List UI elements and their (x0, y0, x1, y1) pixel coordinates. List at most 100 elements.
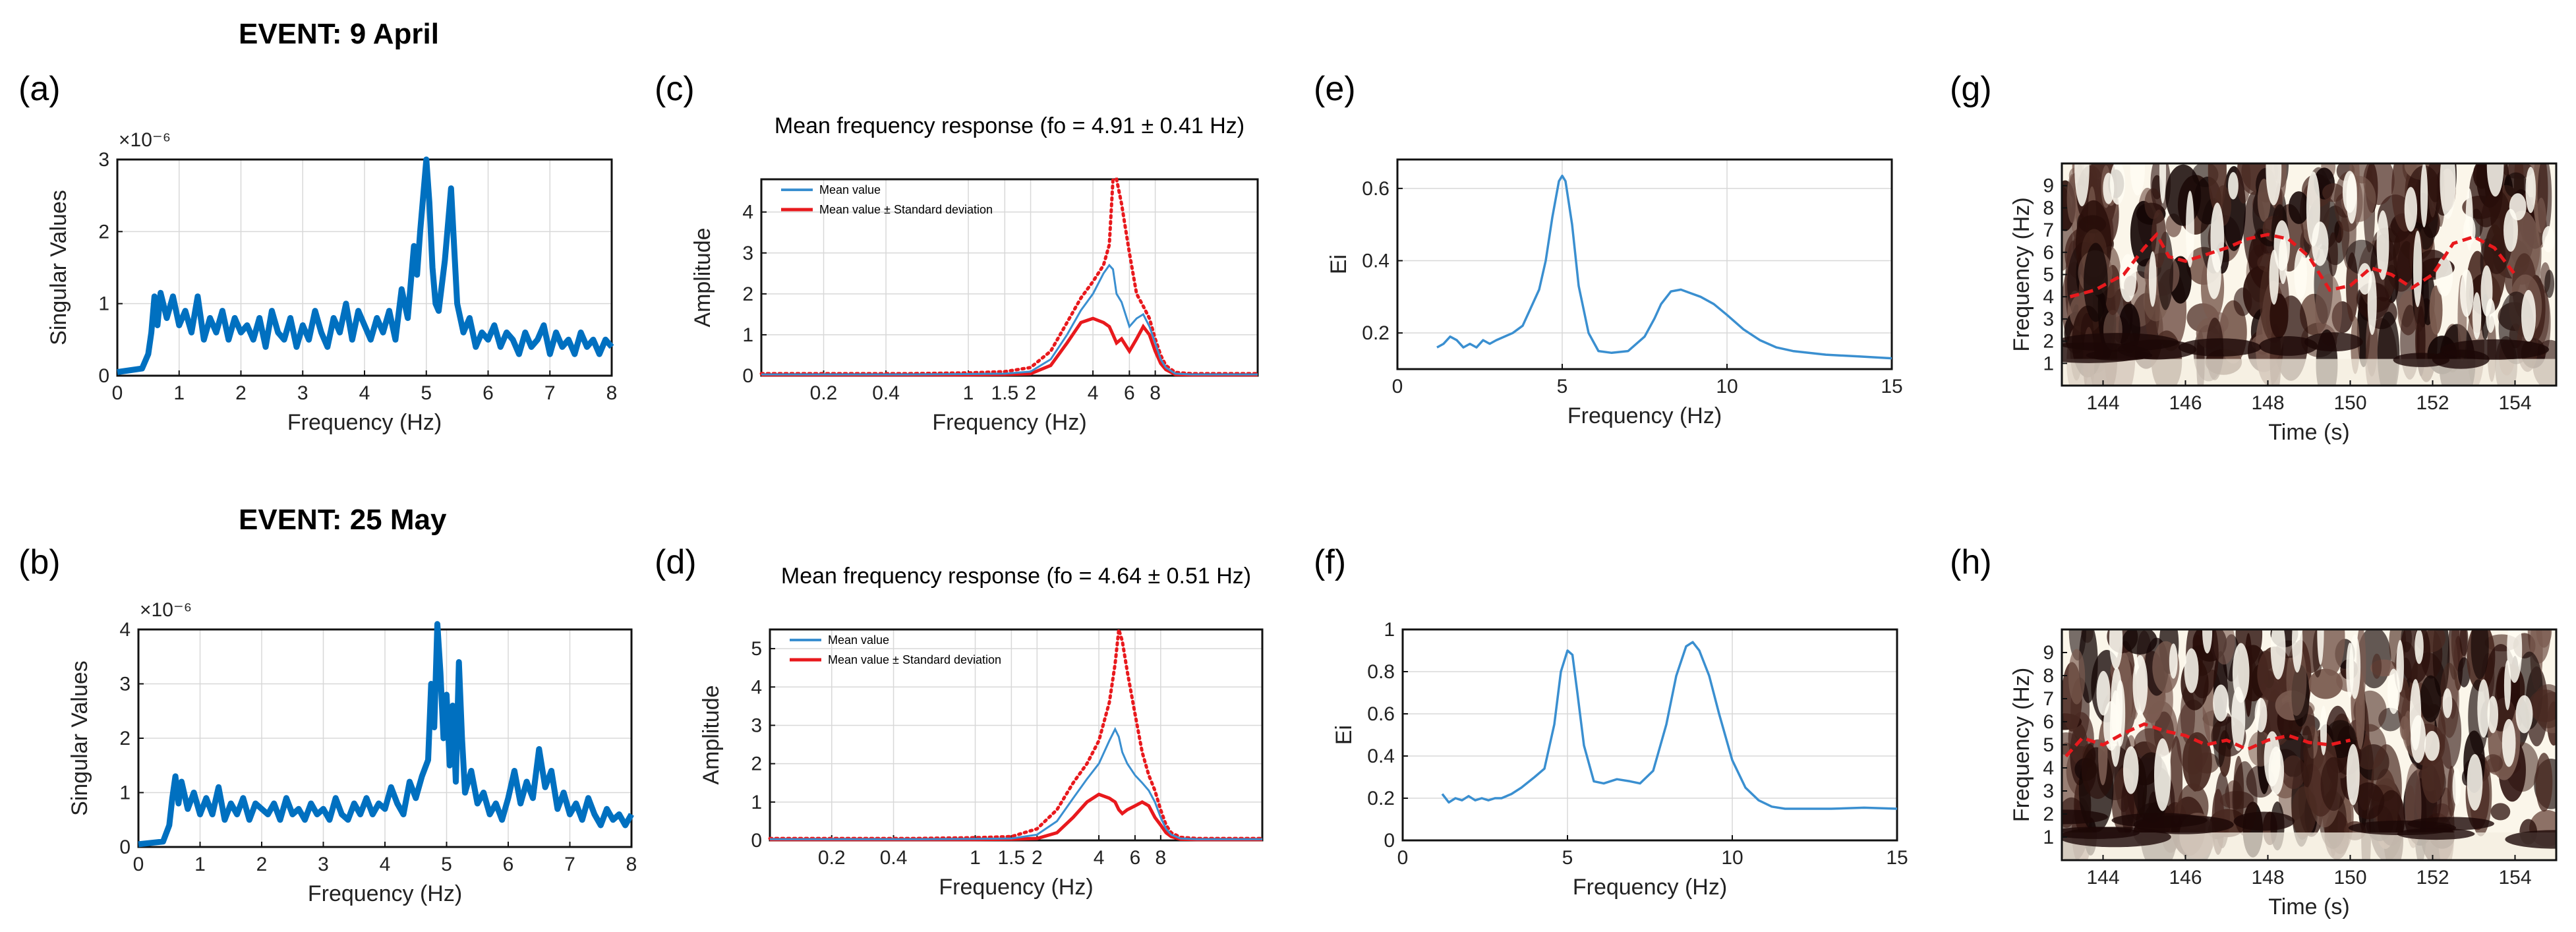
spectrogram-highlight (2115, 680, 2126, 747)
spectrogram-highlight (2440, 163, 2456, 219)
spectrogram-highlight (2148, 251, 2157, 307)
x-tick-label: 7 (564, 854, 575, 875)
spectrogram-blob (2528, 689, 2556, 722)
x-tick-label: 152 (2416, 392, 2449, 414)
spectrogram-blob (2233, 287, 2252, 316)
spectrogram-highlight (2110, 163, 2126, 205)
spectrogram-highlight (2477, 679, 2490, 738)
spectrogram-blob (2084, 243, 2108, 322)
y-axis-label: Amplitude (699, 685, 724, 784)
x-tick-label: 2 (256, 854, 268, 875)
spectrogram-highlight (2503, 660, 2511, 711)
lower-std-line (761, 316, 1258, 377)
spectrogram-highlight (2415, 629, 2424, 664)
y-axis-label: Ei (1326, 254, 1351, 274)
spectrogram-lowband-blob (2440, 339, 2550, 360)
exponent-label: ×10⁻⁶ (119, 129, 171, 151)
y-tick-label: 0 (751, 830, 762, 852)
spectrogram-blob (2544, 270, 2555, 298)
series-line (117, 156, 614, 375)
x-tick-label: 8 (1156, 847, 1167, 869)
spectrogram-highlight (2074, 163, 2090, 206)
x-tick-label: 2 (1032, 847, 1043, 869)
y-axis-label: Amplitude (690, 227, 715, 327)
spectrogram-highlight (2413, 230, 2422, 307)
spectrogram-blob (2300, 725, 2314, 788)
spectrogram-highlight (2503, 208, 2518, 252)
y-tick-label: 0.8 (1367, 661, 1395, 683)
spectrogram-highlight (2424, 730, 2440, 761)
spectrogram-highlight (2266, 163, 2282, 206)
spectrogram-blob (2315, 274, 2343, 346)
y-tick-label: 4 (2043, 286, 2054, 308)
spectrogram-highlight (2317, 629, 2324, 665)
x-tick-label: 154 (2498, 392, 2531, 414)
plot-frame (1396, 158, 1893, 370)
x-tick-label: 6 (1124, 382, 1135, 404)
x-tick-label: 148 (2251, 867, 2284, 888)
spectrogram-blob (2269, 293, 2289, 339)
spectrogram-highlight (2169, 643, 2178, 679)
y-tick-label: 2 (2043, 803, 2054, 825)
y-tick-label: 0.6 (1362, 178, 1390, 200)
spectrogram-highlight (2269, 249, 2279, 305)
spectrogram-highlight (2228, 172, 2239, 200)
spectrogram-highlight (2460, 269, 2474, 317)
event-title-top: EVENT: 9 April (239, 18, 439, 50)
spectrogram-highlight (2502, 718, 2516, 767)
spectrogram-highlight (2521, 289, 2536, 342)
x-tick-label: 4 (1094, 847, 1105, 869)
spectrogram-lowband-blob (2397, 828, 2475, 840)
y-tick-label: 4 (119, 619, 131, 641)
y-tick-label: 8 (2043, 197, 2054, 219)
x-tick-label: 146 (2169, 392, 2202, 414)
legend-label: Mean value (819, 183, 881, 196)
y-tick-label: 1 (119, 782, 131, 804)
y-tick-label: 3 (742, 243, 753, 264)
y-tick-label: 0 (119, 836, 131, 858)
spectrogram-highlight (2346, 642, 2354, 698)
y-tick-label: 8 (2043, 665, 2054, 687)
x-tick-label: 6 (1130, 847, 1141, 869)
y-axis-label: Singular Values (67, 660, 92, 816)
legend: Mean value Mean value ± Standard deviatio… (790, 633, 1001, 666)
y-tick-label: 9 (2043, 175, 2054, 197)
x-tick-label: 2 (235, 382, 247, 404)
spectrogram-highlight (2130, 163, 2146, 196)
x-tick-label: 144 (2086, 392, 2119, 414)
ticks: 0 1 2 3 4 5 6 7 8 0 1 2 3 4 (119, 619, 637, 875)
spectrogram-blob (2345, 239, 2378, 275)
spectrogram-highlight (2367, 270, 2377, 335)
x-tick-label: 15 (1881, 376, 1902, 397)
spectrogram-blob (2459, 629, 2469, 656)
x-tick-label: 8 (606, 382, 618, 404)
y-tick-label: 3 (119, 674, 131, 695)
spectrogram-blob (2322, 183, 2345, 202)
spectrogram-blob (2420, 675, 2442, 722)
spectrogram-blob (2352, 782, 2385, 819)
x-axis-label: Time (s) (2268, 894, 2349, 919)
spectrogram-highlight (2346, 743, 2360, 805)
y-tick-label: 4 (751, 676, 762, 698)
spectrogram-lowband-blob (2062, 809, 2108, 825)
x-axis-label: Frequency (Hz) (932, 410, 1086, 435)
x-tick-label: 1.5 (998, 847, 1026, 869)
panel-label: (e) (1314, 70, 1356, 108)
x-tick-label: 144 (2086, 867, 2119, 888)
spectrogram-highlight (2442, 688, 2453, 718)
spectrogram-highlight (2278, 236, 2288, 285)
spectrogram-highlight (2294, 247, 2307, 300)
x-axis-label: Time (s) (2268, 420, 2349, 445)
y-tick-label: 5 (2043, 734, 2054, 756)
chart-title: Mean frequency response (fo = 4.64 ± 0.5… (781, 564, 1251, 589)
spectrogram-highlight (2119, 254, 2137, 303)
spectrogram-highlight (2420, 163, 2428, 227)
series-line (138, 621, 634, 848)
ticks: 0 5 10 15 0 0.2 0.4 0.6 0.8 1 (1367, 619, 1908, 869)
x-axis-label: Frequency (Hz) (939, 875, 1093, 900)
spectrogram-highlight (2320, 705, 2327, 755)
event-title-bottom: EVENT: 25 May (239, 504, 447, 536)
mean-line (761, 264, 1258, 376)
